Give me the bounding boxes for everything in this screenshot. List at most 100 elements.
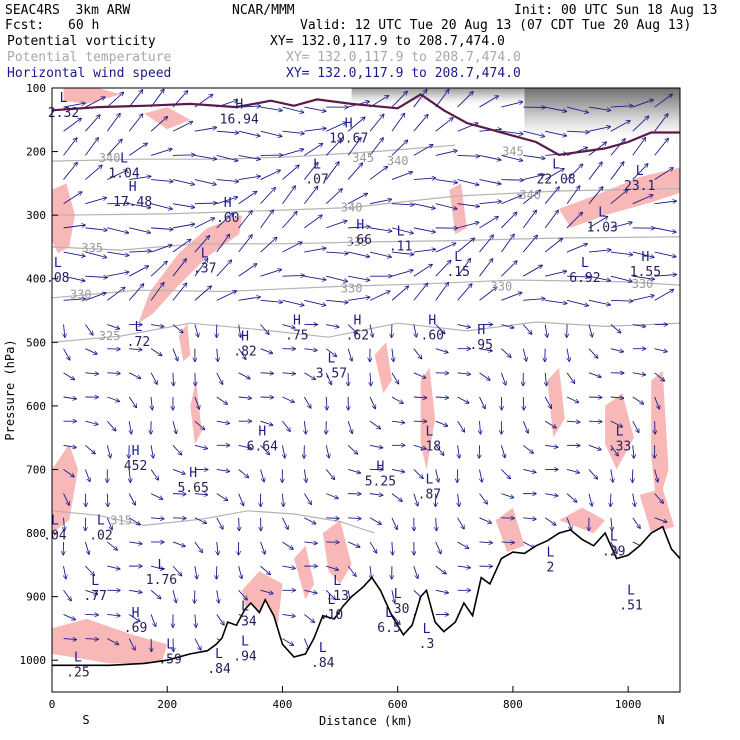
extremum-value: .10 — [320, 608, 343, 623]
wind-vector — [413, 249, 436, 253]
theta-label: 315 — [110, 513, 132, 527]
extremum-type: L — [581, 256, 589, 271]
extremum-marker: L.72 — [127, 320, 150, 350]
y-tick-label: 900 — [26, 591, 46, 604]
wind-vector — [326, 275, 347, 281]
wind-vector — [238, 493, 244, 506]
wind-vector — [128, 90, 142, 108]
pv-shading — [559, 167, 680, 228]
pv-shading — [63, 88, 122, 104]
field-name-wind: Horizontal wind speed — [7, 66, 172, 81]
extremum-value: 2 — [546, 560, 554, 575]
extremum-type: L — [166, 638, 174, 653]
wind-vector — [369, 541, 377, 553]
wind-vector — [107, 614, 120, 615]
wind-vector — [304, 614, 314, 622]
wind-vector — [348, 297, 370, 301]
wind-vector — [128, 638, 135, 651]
extremum-marker: L.07 — [305, 158, 328, 188]
wind-vector — [304, 542, 317, 543]
extremum-value: .3 — [419, 637, 435, 652]
wind-vector — [632, 295, 654, 301]
extremum-type: H — [258, 425, 266, 440]
wind-vector — [128, 614, 140, 621]
extremum-value: .75 — [285, 328, 308, 343]
wind-vector — [172, 121, 193, 132]
extremum-value: .07 — [305, 173, 328, 188]
wind-vector — [523, 518, 536, 519]
extremum-type: L — [627, 584, 635, 599]
extremum-marker: H.82 — [233, 329, 256, 359]
extremum-value: 452 — [124, 459, 147, 474]
wind-vector — [128, 396, 136, 408]
wind-vector — [85, 276, 107, 277]
wind-vector — [435, 260, 451, 277]
wind-vector — [260, 237, 277, 253]
wind-vector — [150, 565, 164, 569]
wind-vector — [172, 518, 186, 519]
wind-vector — [370, 566, 372, 579]
wind-vector — [391, 204, 414, 205]
extremum-value: 1.55 — [630, 265, 661, 280]
wind-vector — [501, 212, 516, 229]
wind-vector — [172, 179, 194, 185]
wind-vector — [435, 179, 458, 183]
wind-vector — [326, 221, 347, 229]
wind-vector — [326, 396, 327, 410]
extremum-value: .29 — [602, 545, 625, 560]
field-xy-theta: XY= 132.0,117.9 to 208.7,474.0 — [286, 50, 521, 65]
extremum-value: .04 — [43, 529, 67, 544]
wind-vector — [172, 259, 186, 277]
extremum-marker: L.34 — [233, 600, 257, 630]
wind-vector — [391, 493, 402, 502]
wind-vector — [413, 145, 433, 156]
extremum-marker: L1.04 — [108, 151, 139, 181]
extremum-value: 1.04 — [108, 166, 139, 181]
extremum-value: .95 — [469, 338, 492, 353]
extremum-marker: H.60 — [216, 196, 239, 226]
wind-vector — [391, 517, 397, 530]
wind-vector — [523, 299, 545, 301]
wind-vector — [238, 469, 249, 477]
wind-vector — [63, 138, 77, 156]
wind-vector — [172, 494, 186, 495]
wind-vector — [457, 259, 471, 277]
wind-vector — [282, 211, 297, 229]
wind-vector — [304, 143, 322, 156]
wind-vector — [654, 201, 677, 205]
pv-shading — [322, 520, 352, 584]
y-tick-label: 400 — [26, 273, 46, 286]
wind-vector — [172, 565, 182, 576]
wind-vector — [216, 469, 230, 471]
wind-vector — [129, 372, 141, 379]
pv-shading — [178, 323, 191, 362]
wind-vector — [217, 541, 218, 555]
wind-vector — [369, 517, 381, 525]
theta-label: 335 — [347, 235, 369, 249]
wind-vector — [238, 154, 261, 159]
wind-vector — [216, 180, 239, 182]
wind-vector — [194, 541, 203, 553]
wind-vector — [545, 372, 546, 386]
wind-vector — [457, 222, 479, 229]
wind-vector — [326, 565, 338, 570]
extremum-marker: L.77 — [83, 574, 106, 604]
wind-vector — [347, 324, 357, 334]
wind-vector — [84, 541, 89, 554]
extremum-value: .51 — [619, 599, 642, 614]
wind-vector — [151, 228, 173, 230]
wind-vector — [523, 174, 544, 180]
wind-vector — [457, 155, 480, 156]
wind-vector — [128, 284, 143, 301]
wind-vector — [282, 186, 295, 204]
wind-vector — [216, 372, 223, 385]
wind-vector — [413, 565, 418, 578]
wind-vector — [238, 589, 248, 600]
wind-vector — [304, 106, 326, 111]
fcst-value: 60 h — [68, 18, 100, 33]
wind-vector — [282, 420, 290, 431]
wind-vector — [479, 96, 499, 108]
wind-vector — [413, 178, 436, 180]
wind-vector — [501, 493, 513, 498]
wind-vector — [195, 614, 196, 627]
